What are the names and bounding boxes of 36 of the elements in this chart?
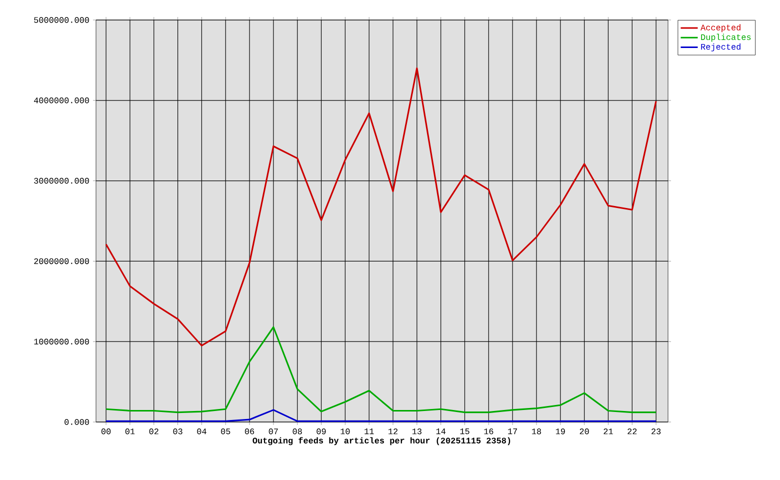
legend-label: Accepted <box>700 24 740 32</box>
x-tick-label: 14 <box>436 428 446 434</box>
x-tick-label: 12 <box>388 428 398 434</box>
y-tick-label: 4000000.000 <box>34 98 89 104</box>
x-tick-label: 00 <box>101 428 111 434</box>
y-tick-label: 2000000.000 <box>34 258 89 264</box>
y-tick-label: 3000000.000 <box>34 178 89 184</box>
x-tick-label: 08 <box>292 428 302 434</box>
x-tick-label: 10 <box>340 428 350 434</box>
x-tick-label: 18 <box>532 428 542 434</box>
x-tick-label: 01 <box>125 428 135 434</box>
x-tick-label: 21 <box>604 428 613 434</box>
y-tick-label: 5000000.000 <box>34 17 89 23</box>
x-tick-label: 09 <box>316 428 326 434</box>
x-tick-label: 23 <box>652 428 661 434</box>
x-tick-label: 22 <box>628 428 637 434</box>
legend-label: Duplicates <box>701 34 751 42</box>
x-tick-label: 15 <box>460 428 470 434</box>
x-tick-label: 19 <box>556 428 565 434</box>
x-tick-label: 03 <box>173 428 182 434</box>
x-tick-label: 07 <box>268 428 278 434</box>
x-tick-label: 02 <box>149 428 158 434</box>
x-tick-label: 16 <box>484 428 494 434</box>
x-tick-label: 20 <box>580 428 589 434</box>
y-tick-label: 0.000 <box>64 419 89 425</box>
x-tick-label: 17 <box>508 428 517 434</box>
line-series <box>105 67 657 346</box>
x-tick-label: 13 <box>412 428 422 434</box>
x-tick-label: 06 <box>244 428 254 434</box>
x-axis-title: Outgoing feeds by articles per hour (20251115 2358) <box>252 437 510 446</box>
x-tick-label: 04 <box>197 428 206 434</box>
line-series <box>105 326 657 414</box>
x-tick-label: 11 <box>364 428 374 434</box>
x-tick-label: 05 <box>221 428 230 434</box>
legend-label: Rejected <box>701 43 740 52</box>
y-tick-label: 1000000.000 <box>34 338 89 344</box>
